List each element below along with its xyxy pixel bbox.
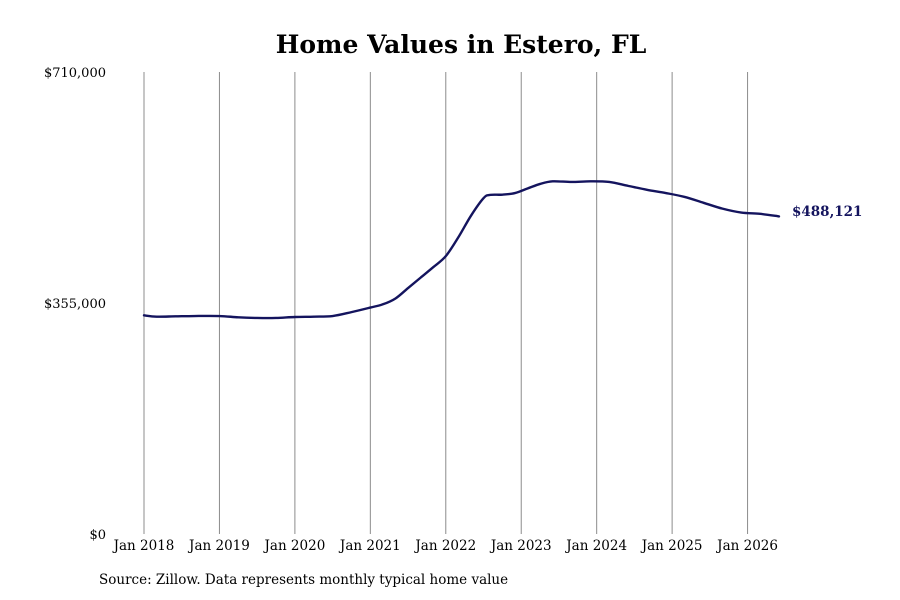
x-tick-label: Jan 2025 <box>640 538 703 554</box>
x-tick-label: Jan 2018 <box>112 538 175 554</box>
series-line <box>142 180 781 320</box>
x-tick-label: Jan 2019 <box>187 538 250 554</box>
x-tick-label: Jan 2020 <box>262 538 325 554</box>
y-tick-label: $710,000 <box>44 66 106 81</box>
last-value-label: $488,121 <box>792 204 862 220</box>
y-tick-label: $0 <box>89 528 106 543</box>
vertical-gridlines <box>143 72 749 534</box>
y-tick-label: $355,000 <box>44 297 106 312</box>
x-tick-label: Jan 2026 <box>715 538 778 554</box>
source-note: Source: Zillow. Data represents monthly … <box>99 572 509 588</box>
x-tick-label: Jan 2021 <box>338 538 401 554</box>
x-tick-label: Jan 2023 <box>489 538 552 554</box>
x-tick-label: Jan 2024 <box>564 538 627 554</box>
chart-title: Home Values in Estero, FL <box>276 30 647 59</box>
x-tick-label: Jan 2022 <box>413 538 476 554</box>
x-axis-ticks: Jan 2018 Jan 2019 Jan 2020 Jan 2021 Jan 2022… <box>112 538 778 554</box>
y-axis-ticks: $0 $355,000 $710,000 <box>44 66 106 543</box>
